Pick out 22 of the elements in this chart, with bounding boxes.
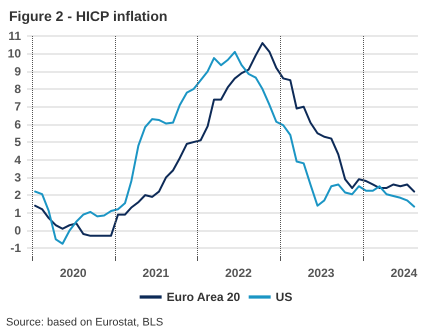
y-tick-label: 0 — [14, 223, 22, 238]
y-tick-label: 6 — [14, 117, 22, 132]
x-tick-label: 2020 — [60, 266, 87, 280]
y-tick-label: -1 — [10, 241, 22, 256]
y-tick-label: 5 — [14, 135, 22, 150]
x-tick-label: 2024 — [390, 266, 418, 280]
y-tick-label: 4 — [14, 152, 22, 167]
source-note: Source: based on Eurostat, BLS — [6, 316, 164, 328]
y-tick-label: 2 — [14, 188, 22, 202]
legend-label: Euro Area 20 — [166, 290, 241, 304]
y-tick-label: 10 — [8, 46, 22, 61]
y-tick-label: 7 — [14, 100, 22, 114]
y-tick-label: 1 — [14, 206, 22, 220]
legend-label: US — [276, 290, 292, 304]
y-tick-label: 8 — [14, 82, 22, 96]
x-tick-label: 2021 — [142, 266, 170, 280]
x-tick-label: 2022 — [225, 266, 252, 280]
y-tick-label: 9 — [14, 64, 22, 78]
chart-title: Figure 2 - HICP inflation — [9, 8, 168, 24]
y-tick-label: 3 — [14, 170, 22, 184]
x-tick-label: 2023 — [308, 266, 335, 280]
y-tick-label: 11 — [8, 29, 22, 43]
